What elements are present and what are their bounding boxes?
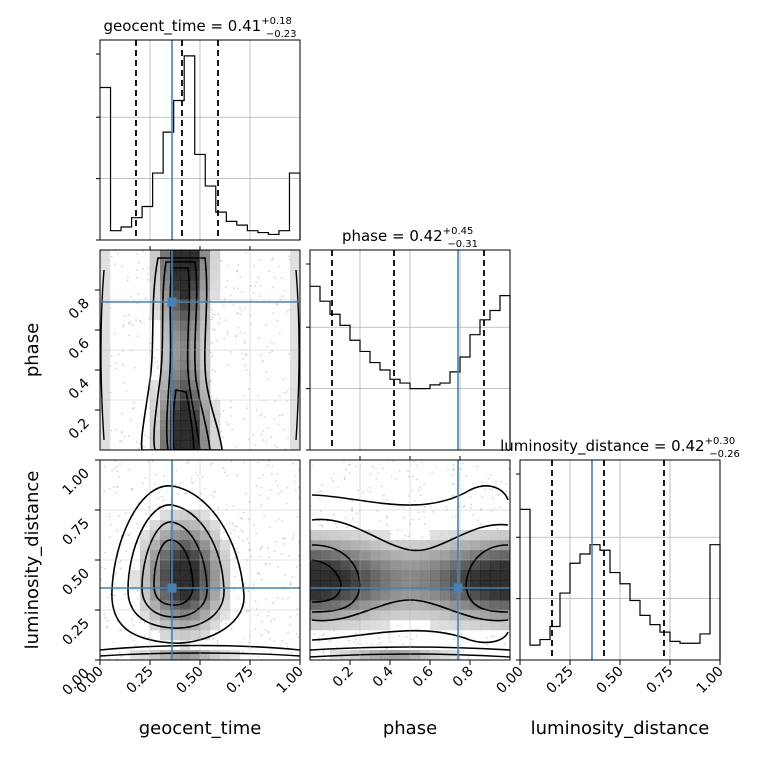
histogram-step-line xyxy=(310,285,511,450)
density-bins xyxy=(310,530,510,660)
x-tick-label: 0.75 xyxy=(643,664,676,697)
contour-lines xyxy=(100,257,300,450)
x-tick-label: 1.00 xyxy=(693,664,726,697)
histogram-panel-geocent_time xyxy=(96,39,301,241)
panel-title-phase: phase = 0.42+0.45 −0.31 xyxy=(342,226,478,250)
truth-marker xyxy=(453,583,463,593)
density-panel-phase-vs-geocent_time xyxy=(99,249,301,451)
x-tick-label: 0.25 xyxy=(123,664,156,697)
x-tick-label: 0.50 xyxy=(593,664,626,697)
panel-title-geocent_time: geocent_time = 0.41+0.18 −0.23 xyxy=(104,16,297,40)
x-tick-label: 0.4 xyxy=(370,663,397,690)
y-tick-label: 0.75 xyxy=(59,516,92,549)
histogram-step-line xyxy=(100,55,301,240)
y-axis-label-phase: phase xyxy=(22,323,43,377)
y-tick-label: 0.25 xyxy=(59,616,92,649)
x-tick-label: 1.00 xyxy=(273,664,306,697)
x-tick-label: 0.2 xyxy=(330,664,357,691)
y-tick-label: 0.6 xyxy=(66,335,93,362)
histogram-panel-luminosity_distance xyxy=(516,459,721,661)
histogram-step-line xyxy=(520,508,721,660)
x-tick-label: 0.8 xyxy=(450,664,477,691)
truth-marker xyxy=(167,297,177,307)
x-tick-label: 0.6 xyxy=(410,663,437,690)
truth-marker xyxy=(167,583,177,593)
density-panel-luminosity_distance-vs-geocent_time xyxy=(99,459,301,661)
panel-frame xyxy=(309,249,511,451)
x-tick-label: 0.00 xyxy=(493,664,526,697)
x-axis-label-geocent_time: geocent_time xyxy=(139,718,262,739)
y-axis-label-luminosity_distance: luminosity_distance xyxy=(22,471,43,650)
density-bins xyxy=(130,510,241,660)
y-tick-label: 0.4 xyxy=(66,375,93,402)
y-tick-label: 0.8 xyxy=(66,296,93,323)
y-tick-label: 0.2 xyxy=(66,416,93,443)
y-tick-label: 1.00 xyxy=(59,466,92,499)
y-tick-label: 0.50 xyxy=(59,566,92,599)
x-tick-label: 0.50 xyxy=(173,664,206,697)
x-tick-label: 0.25 xyxy=(543,664,576,697)
panel-frame xyxy=(99,39,301,241)
x-tick-label: 0.75 xyxy=(223,664,256,697)
x-axis-label-luminosity_distance: luminosity_distance xyxy=(531,718,710,739)
density-panel-luminosity_distance-vs-phase xyxy=(309,459,511,661)
histogram-panel-phase xyxy=(306,249,511,451)
x-axis-label-phase: phase xyxy=(383,718,437,739)
panel-title-luminosity_distance: luminosity_distance = 0.42+0.30 −0.26 xyxy=(500,436,740,460)
